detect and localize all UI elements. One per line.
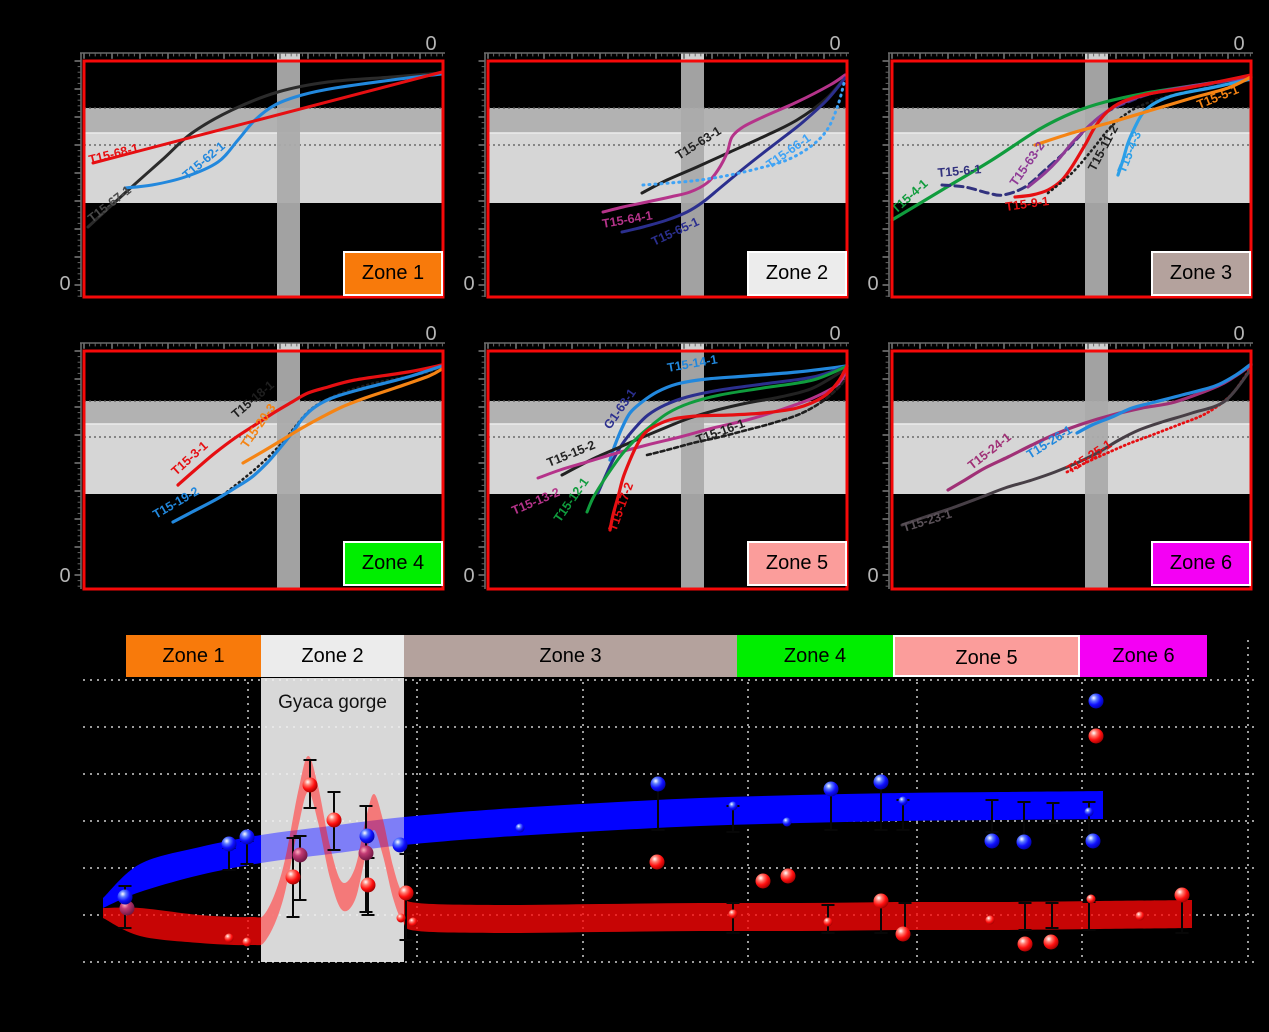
axis-zero-label: 0 — [867, 273, 879, 295]
zone-bar-segment-2: Zone 2 — [261, 635, 404, 677]
axis-zero-label: 0 — [1233, 33, 1245, 55]
axis-zero-label: 0 — [425, 323, 437, 345]
axis-zero-label: 0 — [829, 323, 841, 345]
axis-zero-label: 0 — [1233, 323, 1245, 345]
axis-zero-label: 0 — [867, 565, 879, 587]
zone-box-3: Zone 3 — [1151, 251, 1251, 296]
zone-bar-segment-5: Zone 5 — [893, 635, 1080, 677]
gyaca-gorge-label: Gyaca gorge — [278, 692, 387, 713]
zone-bar-segment-3: Zone 3 — [404, 635, 737, 677]
zone-bar-segment-6: Zone 6 — [1080, 635, 1207, 677]
zone-box-4: Zone 4 — [343, 541, 443, 586]
axis-zero-label: 0 — [59, 273, 71, 295]
zone-box-2: Zone 2 — [747, 251, 847, 296]
axis-zero-label: 0 — [425, 33, 437, 55]
axis-zero-label: 0 — [463, 565, 475, 587]
axis-zero-label: 0 — [463, 273, 475, 295]
zone-bar-segment-1: Zone 1 — [126, 635, 261, 677]
axis-zero-label: 0 — [59, 565, 71, 587]
curve-label-T15-23-1: T15-23-1 — [901, 507, 954, 535]
zone-box-5: Zone 5 — [747, 541, 847, 586]
zone-bar-segment-4: Zone 4 — [737, 635, 893, 677]
curve-label-T15-9-1: T15-9-1 — [1004, 194, 1049, 214]
axis-zero-label: 0 — [829, 33, 841, 55]
curve-label-T15-6-1: T15-6-1 — [937, 162, 982, 180]
zone-box-6: Zone 6 — [1151, 541, 1251, 586]
zone-box-1: Zone 1 — [343, 251, 443, 296]
